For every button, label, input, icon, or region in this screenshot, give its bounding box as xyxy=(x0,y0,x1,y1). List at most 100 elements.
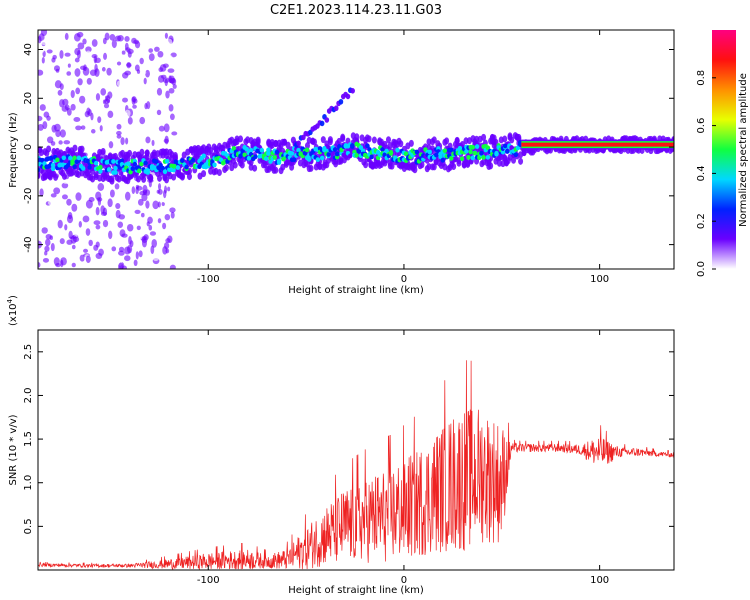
ridge-halo xyxy=(179,173,185,181)
noise-blob xyxy=(98,234,106,240)
ridge-cell xyxy=(263,156,269,162)
noise-blob xyxy=(154,46,160,52)
noise-blob xyxy=(145,69,150,78)
noise-blob xyxy=(165,238,171,243)
ridge-cell xyxy=(315,157,321,163)
noise-blob xyxy=(63,140,71,145)
ridge-halo xyxy=(186,173,192,181)
ridge-cell xyxy=(395,147,400,153)
spectrogram-axes: -100 0 100 -40 -20 0 20 40 xyxy=(23,30,674,285)
noise-blob xyxy=(139,57,144,65)
noise-blob xyxy=(93,220,101,226)
noise-blob xyxy=(136,225,141,231)
noise-blob xyxy=(50,242,55,252)
noise-blob xyxy=(71,262,76,268)
noise-blob xyxy=(117,221,124,228)
noise-blob xyxy=(71,244,76,250)
ridge-cell xyxy=(307,156,312,162)
noise-blob xyxy=(133,259,138,267)
snr-xtick-label: -100 xyxy=(197,575,220,586)
ridge-cell xyxy=(246,155,252,161)
ridge-cell xyxy=(369,154,374,160)
noise-blob xyxy=(165,248,170,254)
noise-blob xyxy=(38,262,41,268)
ridge-cell xyxy=(48,155,54,161)
ridge-cell xyxy=(485,154,491,160)
ridge-cell xyxy=(442,148,448,154)
noise-blob xyxy=(115,209,121,219)
ridge-cell xyxy=(276,160,282,165)
ridge-cell xyxy=(76,155,82,161)
noise-blob xyxy=(166,182,171,189)
ridge-halo xyxy=(139,148,145,156)
noise-blob xyxy=(166,38,173,46)
ridge-cell xyxy=(470,144,476,150)
noise-blob xyxy=(74,57,80,63)
ridge-cell xyxy=(98,168,103,174)
noise-blob xyxy=(158,75,165,83)
ridge-cell xyxy=(479,150,484,156)
figure-title: C2E1.2023.114.23.11.G03 xyxy=(270,3,442,18)
noise-blob xyxy=(41,57,45,64)
noise-blob xyxy=(169,113,175,121)
noise-blob xyxy=(51,57,56,63)
noise-blob xyxy=(97,183,105,191)
snr-series-line xyxy=(38,360,674,570)
noise-blob xyxy=(75,87,81,95)
noise-blob xyxy=(114,99,119,108)
noise-blob xyxy=(91,39,98,47)
noise-blob xyxy=(165,90,170,99)
noise-blob xyxy=(79,95,86,104)
noise-blob xyxy=(144,102,148,110)
noise-blob xyxy=(83,248,89,253)
noise-blob xyxy=(86,77,92,85)
noise-blob xyxy=(140,212,145,218)
noise-blob xyxy=(70,103,76,111)
spectrogram-xtick-label: 100 xyxy=(590,274,609,285)
branch-cell xyxy=(350,87,355,94)
noise-blob xyxy=(147,216,153,224)
noise-blob xyxy=(95,206,100,216)
noise-blob xyxy=(168,55,173,61)
ridge-cell xyxy=(72,164,77,170)
ridge-halo xyxy=(509,136,515,144)
noise-blob xyxy=(164,32,168,39)
noise-blob xyxy=(103,103,110,109)
snr-panel: -100 0 100 0.5 1.0 1.5 2.0 2.5 Height of straig… xyxy=(6,295,675,596)
ridge-halo xyxy=(201,170,207,178)
ridge-cell xyxy=(160,165,166,171)
ridge-cell xyxy=(380,147,385,152)
noise-blob xyxy=(70,89,75,99)
noise-blob xyxy=(102,37,107,45)
ridge-cell xyxy=(171,167,176,173)
ridge-halo xyxy=(408,139,414,147)
ridge-cell xyxy=(111,159,116,164)
noise-blob xyxy=(137,198,144,206)
noise-blob xyxy=(38,224,43,230)
ridge-cell xyxy=(513,152,519,158)
snr-xlabel: Height of straight line (km) xyxy=(288,585,424,596)
noise-blob xyxy=(161,201,165,207)
spectrogram-ytick-label: -40 xyxy=(23,236,34,252)
noise-blob xyxy=(111,39,117,49)
ridge-halo xyxy=(338,156,344,164)
noise-blob xyxy=(156,101,163,110)
noise-blob xyxy=(158,67,164,73)
ridge-cell xyxy=(481,155,486,160)
noise-blob xyxy=(156,189,161,194)
snr-frame xyxy=(37,329,675,571)
noise-blob xyxy=(107,110,114,119)
ridge-halo xyxy=(327,138,333,146)
ridge-halo xyxy=(304,142,310,150)
noise-blob xyxy=(78,221,82,228)
noise-blob xyxy=(168,87,175,94)
branch-cell xyxy=(324,117,330,123)
ridge-cell xyxy=(119,158,125,164)
ridge-cell xyxy=(296,147,301,153)
noise-blob xyxy=(102,219,109,228)
ridge-cell xyxy=(143,160,148,166)
ridge-cell xyxy=(502,143,508,149)
noise-blob xyxy=(61,105,69,112)
colorbar-tick-label: 0.4 xyxy=(696,165,707,181)
noise-blob xyxy=(122,97,128,103)
